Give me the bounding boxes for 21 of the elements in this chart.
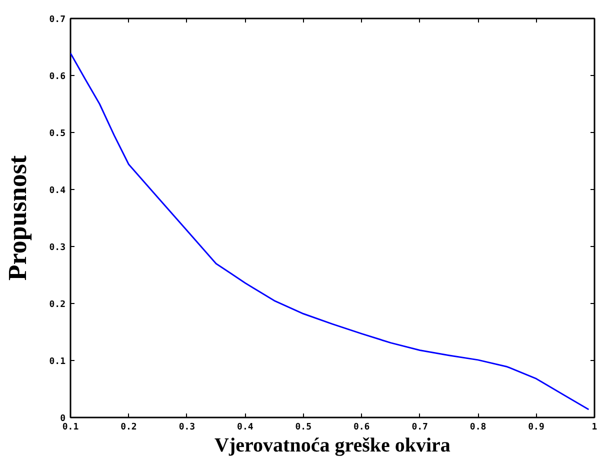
y-tick-label: 0.7	[49, 15, 66, 25]
x-tick-label: 0.1	[62, 422, 79, 432]
x-axis-title: Vjerovatnoća greške okvira	[214, 434, 450, 456]
y-tick-label: 0.6	[49, 72, 66, 82]
y-tick-label: 0	[60, 414, 66, 424]
y-tick-label: 0.5	[49, 129, 66, 139]
y-tick-label: 0.3	[49, 243, 66, 253]
y-tick-label: 0.4	[49, 186, 66, 196]
x-tick-label: 0.9	[528, 422, 544, 432]
x-tick-label: 0.7	[412, 422, 428, 432]
x-tick-label: 0.6	[353, 422, 370, 432]
x-tick-label: 0.4	[237, 422, 254, 432]
x-tick-label: 0.8	[470, 422, 486, 432]
y-tick-label: 0.2	[49, 300, 66, 310]
y-axis-title: Propusnost	[3, 155, 32, 281]
y-tick-label: 0.1	[49, 357, 66, 367]
line-series	[70, 52, 590, 410]
x-tick-label: 0.2	[120, 422, 137, 432]
x-tick-label: 0.3	[178, 422, 196, 432]
x-tick-label: 1	[592, 422, 598, 432]
x-tick-label: 0.5	[295, 422, 312, 432]
